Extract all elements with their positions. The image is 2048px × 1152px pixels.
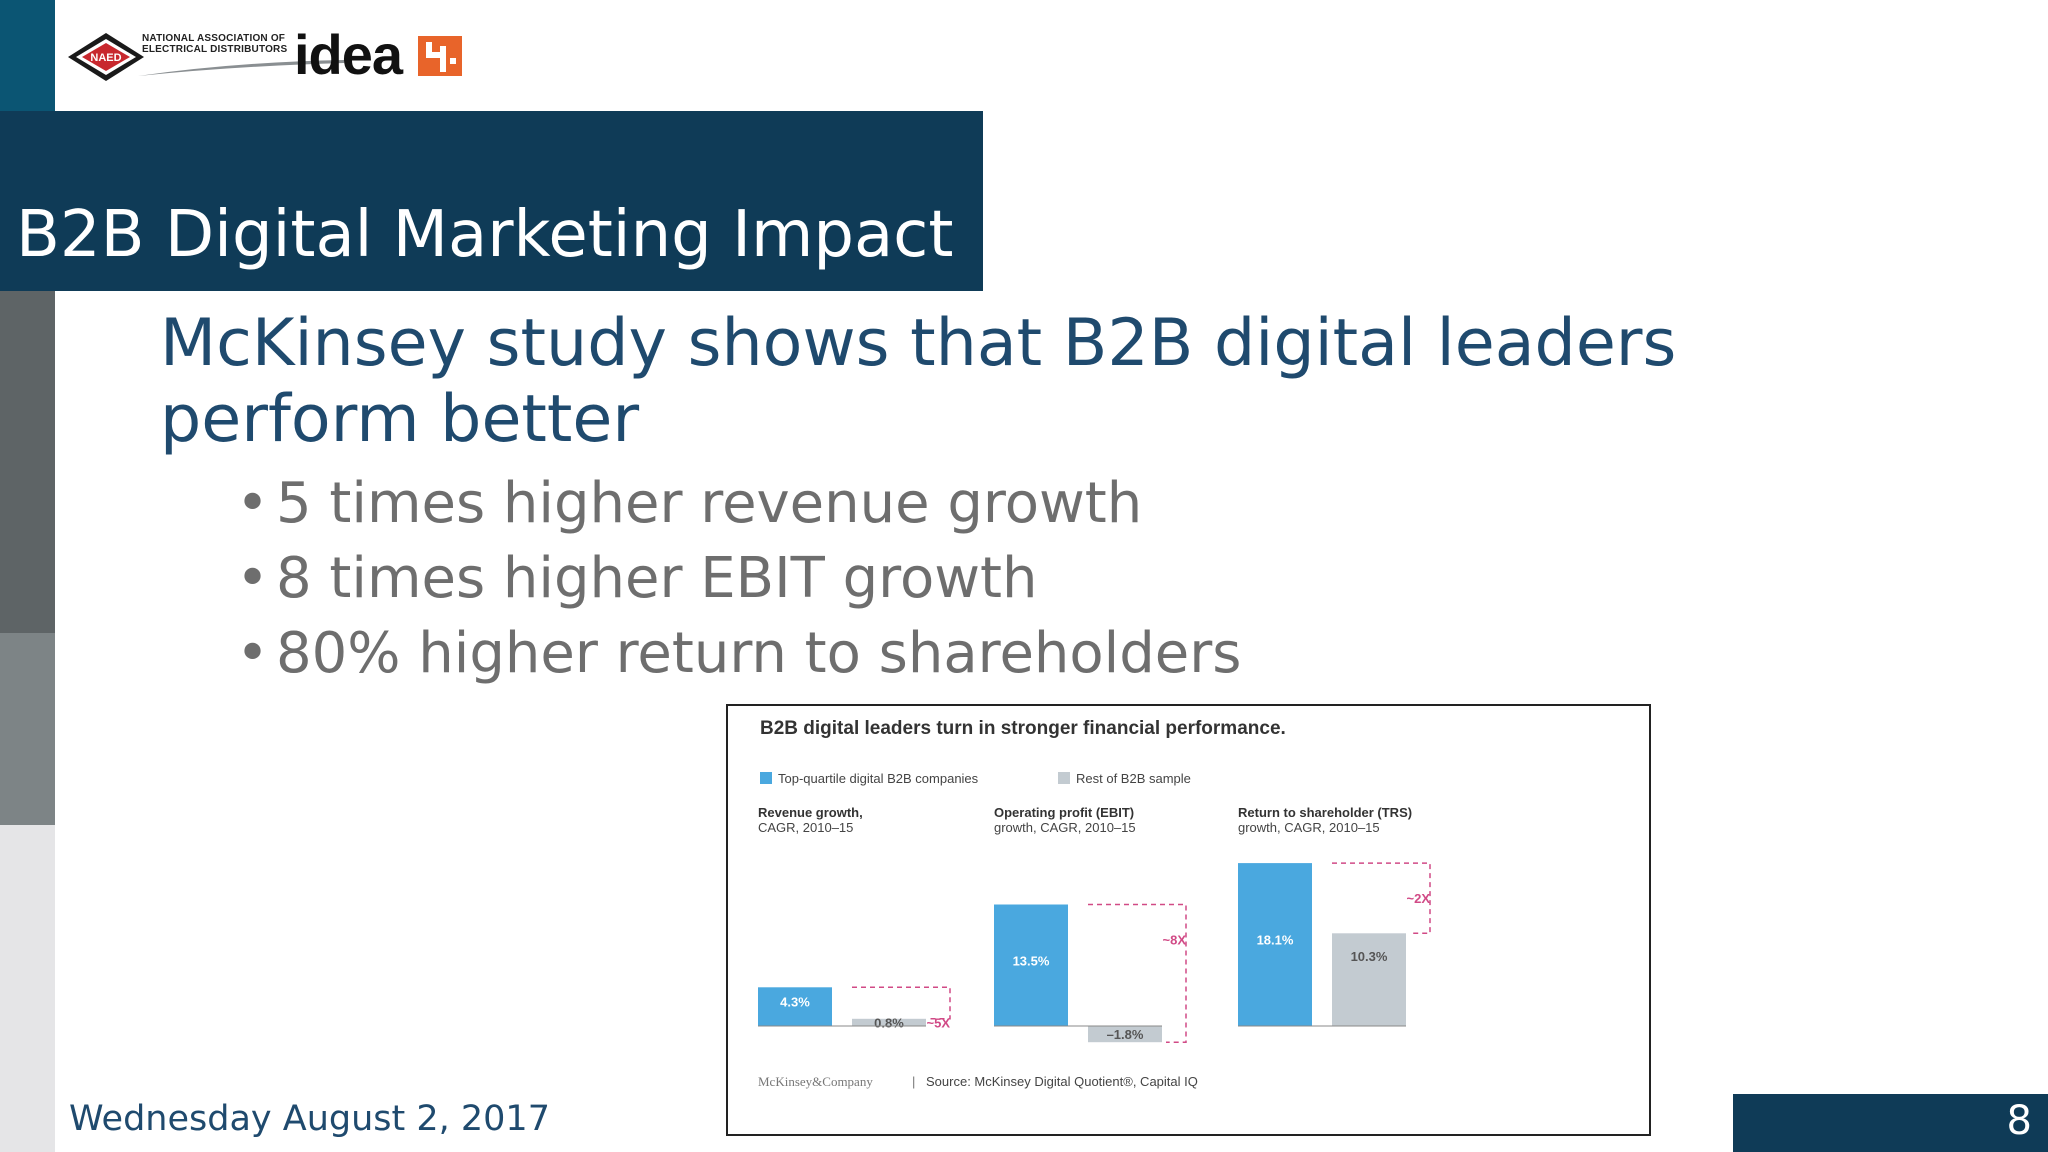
legend-swatch-leaders <box>760 772 772 784</box>
side-strip-top <box>0 0 55 111</box>
chart-source-separator: | <box>912 1074 915 1089</box>
header-logos: NAED NATIONAL ASSOCIATION OF ELECTRICAL … <box>66 23 486 86</box>
bullet-dot-icon: • <box>236 471 270 536</box>
multiplier-bracket <box>1088 903 1187 1043</box>
naed-name: NATIONAL ASSOCIATION OF ELECTRICAL DISTR… <box>142 33 342 55</box>
side-strip-lightgray <box>0 633 55 825</box>
bar-rest-label: –1.8% <box>1107 1027 1144 1042</box>
footer-date: Wednesday August 2, 2017 <box>69 1099 550 1139</box>
chart-source: Source: McKinsey Digital Quotient®, Capi… <box>926 1074 1198 1089</box>
idea-wordmark: idea <box>294 23 403 86</box>
multiplier-bracket <box>852 986 951 1020</box>
side-strip-bottom <box>0 825 55 1152</box>
bar-rest <box>852 1018 926 1026</box>
panel-label-line1: Revenue growth, <box>758 805 863 820</box>
bar-rest-label: 0.8% <box>874 1015 904 1030</box>
bar-rest <box>1088 1026 1162 1043</box>
bullet-list: • 5 times higher revenue growth • 8 times … <box>236 466 1241 691</box>
multiplier-bracket <box>1332 862 1431 935</box>
bar-leader <box>1238 863 1312 1026</box>
side-strip-gray <box>0 291 55 633</box>
bullet-item: • 80% higher return to shareholders <box>236 616 1241 691</box>
panel-label-line1: Operating profit (EBIT) <box>994 805 1134 820</box>
bullet-text: 8 times higher EBIT growth <box>276 546 1038 611</box>
legend-label-rest: Rest of B2B sample <box>1076 771 1191 786</box>
panel-label-line2: growth, CAGR, 2010–15 <box>994 820 1136 835</box>
panel-label-line1: Return to shareholder (TRS) <box>1238 805 1412 820</box>
chart-brand: McKinsey&Company <box>758 1074 873 1089</box>
naed-logo-icon: NAED <box>68 33 144 81</box>
multiplier-label: ~2X <box>1407 891 1431 906</box>
bar-rest <box>1332 933 1406 1026</box>
bar-leader-label: 4.3% <box>780 995 810 1010</box>
multiplier-label: ~8X <box>1163 933 1187 948</box>
legend-swatch-rest <box>1058 772 1070 784</box>
naed-name-line2: ELECTRICAL DISTRIBUTORS <box>142 44 288 55</box>
slide-title: B2B Digital Marketing Impact <box>16 198 954 272</box>
bar-leader-label: 18.1% <box>1257 933 1294 948</box>
page-number: 8 <box>2006 1098 2032 1144</box>
bullet-item: • 5 times higher revenue growth <box>236 466 1241 541</box>
bar-leader <box>758 987 832 1026</box>
naed-badge-text: NAED <box>90 52 121 64</box>
chart-frame: B2B digital leaders turn in stronger fin… <box>726 704 1651 1136</box>
bullet-dot-icon: • <box>236 621 270 686</box>
bullet-item: • 8 times higher EBIT growth <box>236 541 1241 616</box>
bullet-dot-icon: • <box>236 546 270 611</box>
bullet-text: 5 times higher revenue growth <box>276 471 1143 536</box>
legend-label-leaders: Top-quartile digital B2B companies <box>778 771 979 786</box>
title-band <box>0 111 983 291</box>
financial-performance-chart: B2B digital leaders turn in stronger fin… <box>758 718 1431 1089</box>
slide-headline: McKinsey study shows that B2B digital le… <box>160 306 1677 457</box>
chart-panels: Revenue growth,CAGR, 2010–15 4.3% 0.8% ~5X O… <box>758 805 1431 1043</box>
chart-title: B2B digital leaders turn in stronger fin… <box>760 718 1286 739</box>
page-number-box: 8 <box>1733 1094 2048 1152</box>
panel-label-line2: CAGR, 2010–15 <box>758 820 853 835</box>
multiplier-label: ~5X <box>927 1015 951 1030</box>
panel-label-line2: growth, CAGR, 2010–15 <box>1238 820 1380 835</box>
bar-rest-label: 10.3% <box>1351 949 1388 964</box>
naed-swoosh-icon <box>138 60 344 76</box>
bullet-text: 80% higher return to shareholders <box>276 621 1242 686</box>
idea-logo-icon <box>418 36 462 76</box>
bar-leader <box>994 904 1068 1026</box>
naed-name-line1: NATIONAL ASSOCIATION OF <box>142 33 286 44</box>
bar-leader-label: 13.5% <box>1013 953 1050 968</box>
